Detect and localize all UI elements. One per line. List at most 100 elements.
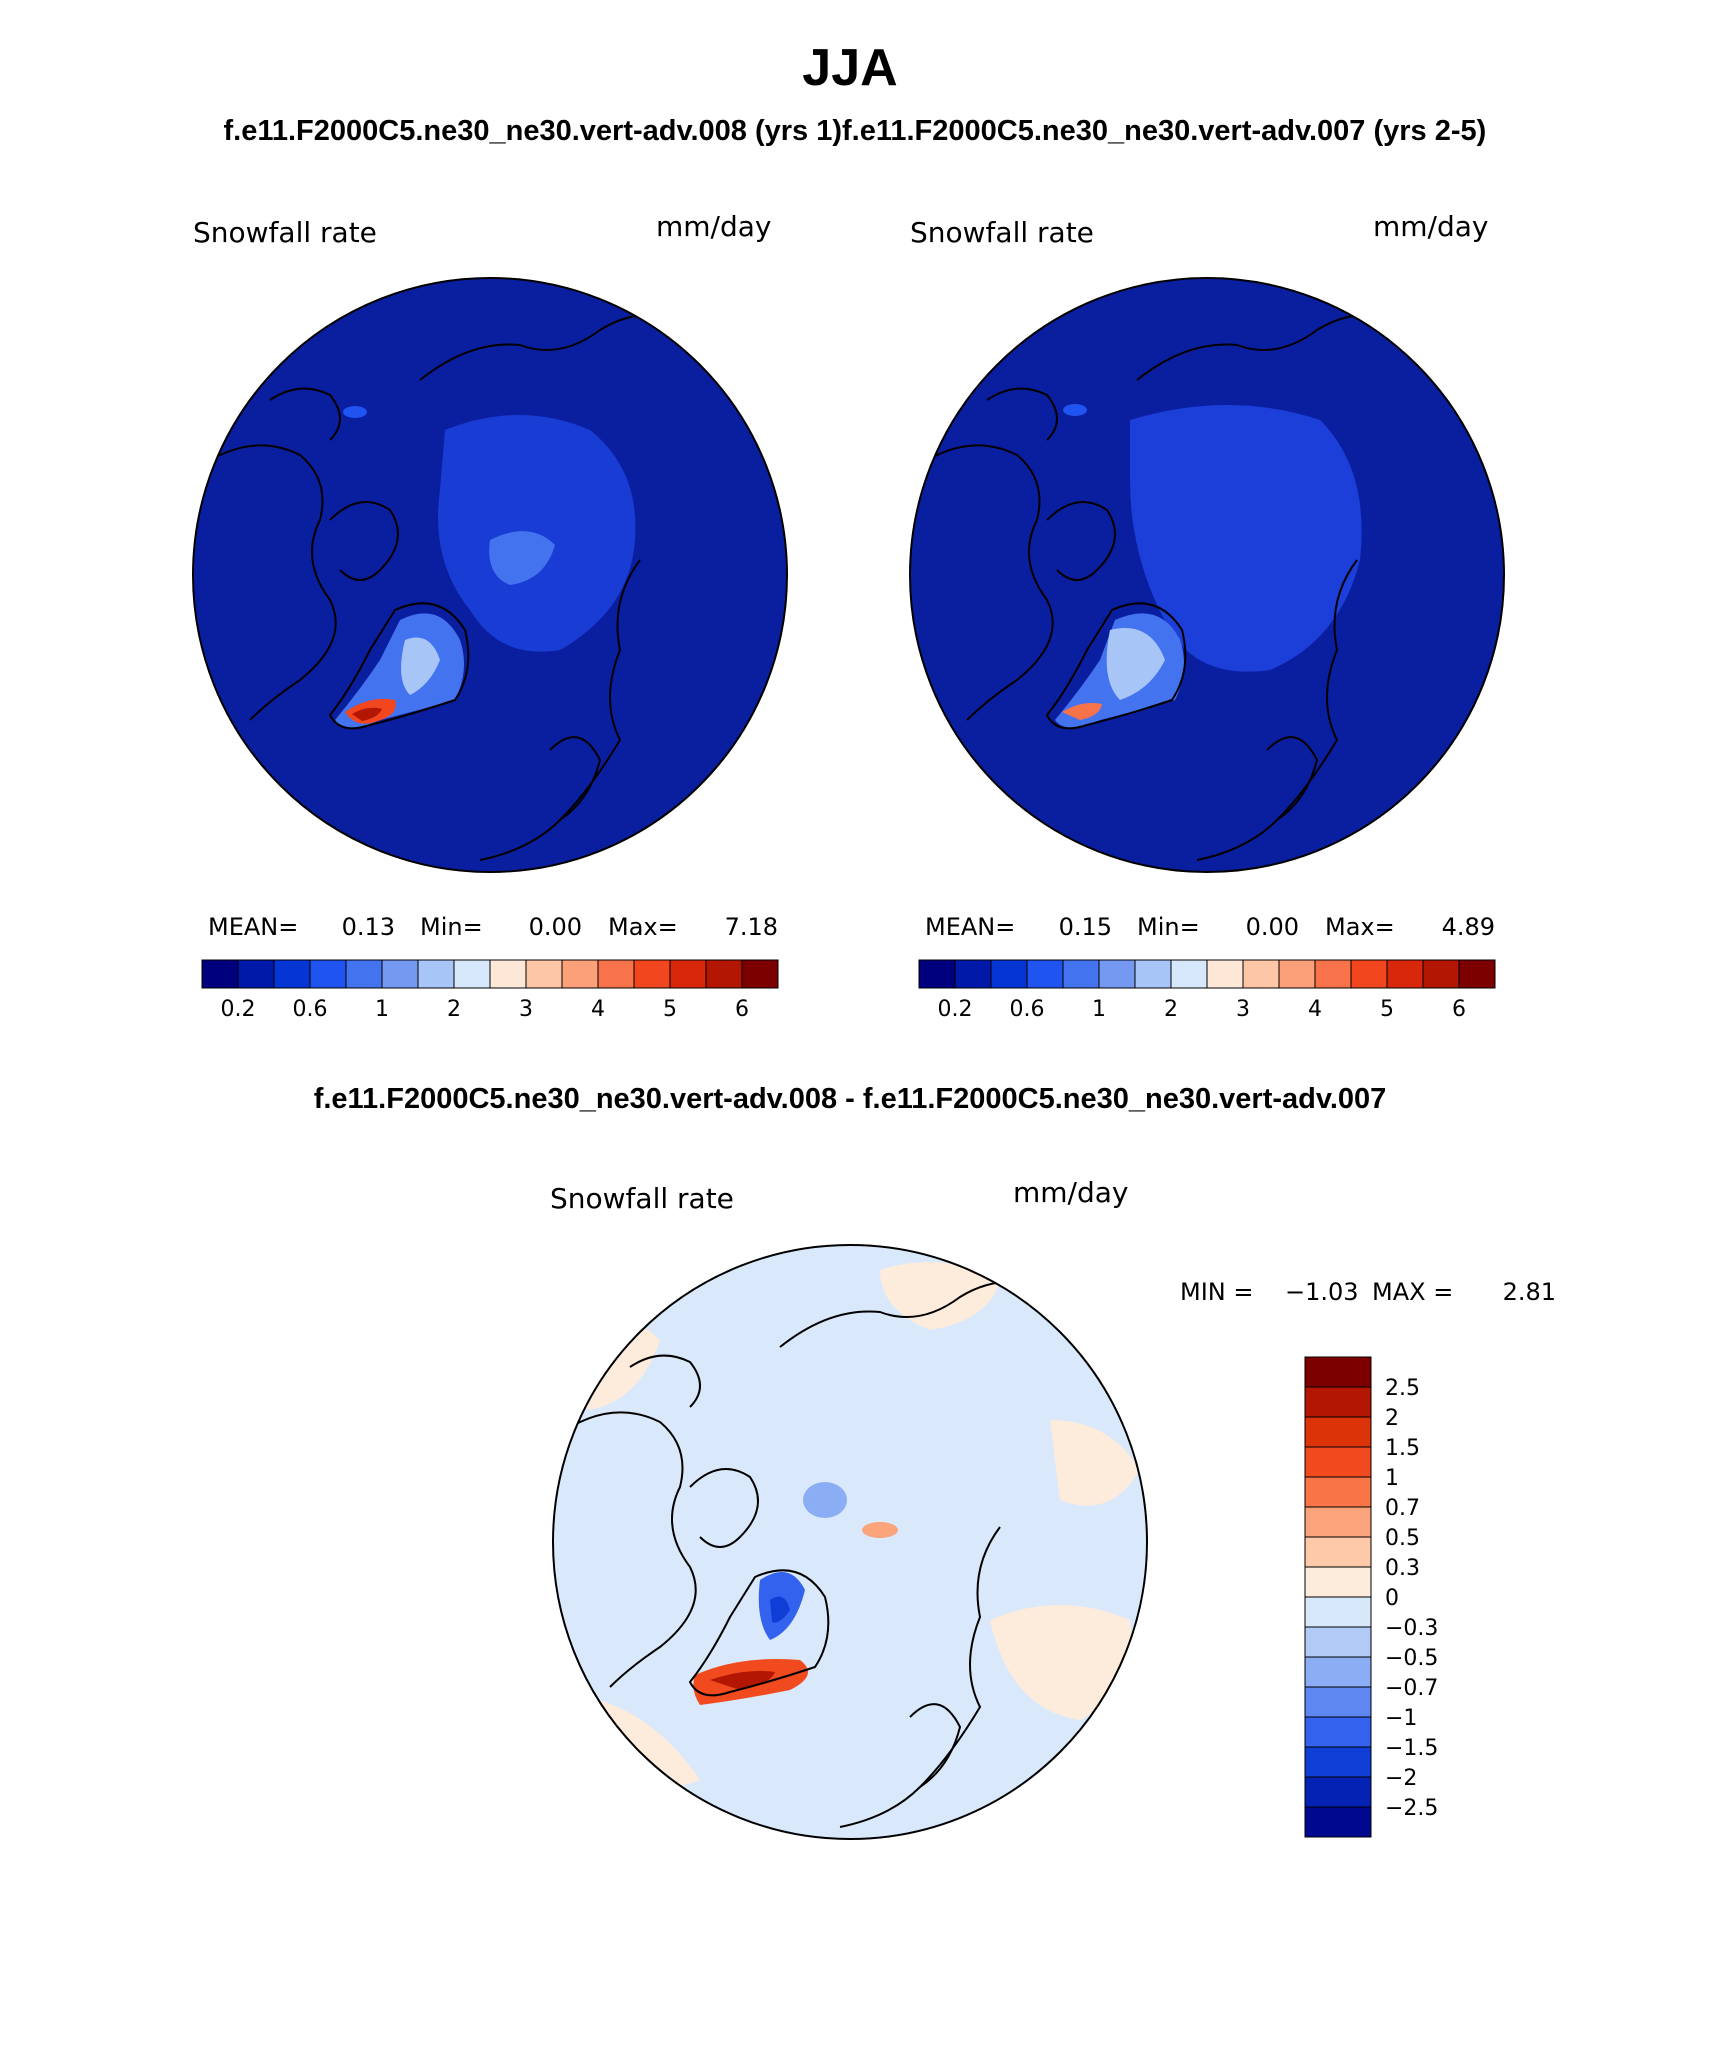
colorbar-tick-label: 0 [1385, 1586, 1399, 1611]
colorbar-tick-label: −1 [1385, 1706, 1417, 1731]
panel-right-units: mm/day [1373, 210, 1489, 243]
colorbar-swatch [1304, 1386, 1372, 1418]
colorbar-tick-label: 1 [1092, 997, 1106, 1022]
panel-right-map [910, 278, 1504, 872]
panel-left-mean-label: MEAN= [208, 913, 298, 941]
caption-right-run: f.e11.F2000C5.ne30_ne30.vert-adv.007 (yr… [842, 115, 1486, 147]
colorbar-tick-label: 5 [663, 997, 677, 1022]
colorbar-tick-label: 5 [1380, 997, 1394, 1022]
colorbar-swatch [1314, 959, 1352, 989]
colorbar-tick-label: 6 [1452, 997, 1466, 1022]
panel-right-min-value: 0.00 [1246, 913, 1299, 941]
panel-right-variable-label: Snowfall rate [910, 216, 1094, 249]
panel-left-mean-value: 0.13 [342, 913, 395, 941]
colorbar-swatch [1304, 1806, 1372, 1838]
panel-diff-map-border [552, 1244, 1148, 1840]
colorbar-swatch [561, 959, 599, 989]
colorbar-swatch [1304, 1686, 1372, 1718]
colorbar-tick-label: −2 [1385, 1766, 1417, 1791]
colorbar-swatch [1304, 1656, 1372, 1688]
panel-left-arctic-blob [438, 415, 636, 652]
colorbar-swatch [1304, 1596, 1372, 1628]
panel-diff-coast-archipelago [689, 1468, 759, 1548]
panel-right-coast-archipelago [1046, 501, 1116, 581]
panel-left-coast-canada [194, 444, 337, 721]
colorbar-swatch [1422, 959, 1460, 989]
panel-diff-max-value: 2.81 [1503, 1278, 1556, 1306]
colorbar-tick-label: 6 [735, 997, 749, 1022]
colorbar-swatch [1304, 1776, 1372, 1808]
panel-diff-colorbar: 2.5 2 1.5 1 0.7 0.5 0.3 0 −0.3 −0.5 −0.7 −1 −1.5 −2 −2… [1304, 1356, 1438, 1838]
panel-diff-map [553, 1245, 1147, 1839]
panel-diff-coast-canada [554, 1411, 697, 1688]
panel-left: Snowfall rate mm/day MEAN= 0.13 Min= 0.0… [192, 210, 788, 1022]
panel-diff-min-value: −1.03 [1285, 1278, 1359, 1306]
panel-diff-max-label: MAX = [1372, 1278, 1453, 1306]
colorbar-swatch [1350, 959, 1388, 989]
panel-left-coast-alaska [269, 387, 341, 441]
panel-left-min-value: 0.00 [529, 913, 582, 941]
panel-left-greenland [335, 613, 464, 728]
colorbar-tick-label: 2 [1385, 1406, 1399, 1431]
panel-diff: Snowfall rate mm/day MIN = −1.03 M [550, 1176, 1556, 1840]
panel-right: Snowfall rate mm/day MEAN= 0.15 Min= 0.0… [909, 210, 1505, 1022]
panel-diff-greenland-positive-core [710, 1671, 775, 1690]
colorbar-swatch [1134, 959, 1172, 989]
figure-title: JJA [802, 39, 897, 97]
panel-diff-positive-patch-2 [990, 1605, 1132, 1720]
colorbar-swatch [525, 959, 563, 989]
panel-right-coast-canada [911, 444, 1054, 721]
colorbar-swatch [705, 959, 743, 989]
colorbar-tick-label: 0.5 [1385, 1526, 1420, 1551]
colorbar-swatch [309, 959, 347, 989]
colorbar-swatch [1278, 959, 1316, 989]
panel-diff-positive-cell-1 [862, 1522, 898, 1538]
colorbar-swatch [1386, 959, 1424, 989]
colorbar-swatch [345, 959, 383, 989]
panel-right-max-label: Max= [1325, 913, 1395, 941]
colorbar-swatch [1062, 959, 1100, 989]
colorbar-swatch [1304, 1626, 1372, 1658]
panel-right-min-label: Min= [1137, 913, 1200, 941]
panel-left-colorbar: 0.2 0.6 1 2 3 4 5 6 [201, 959, 779, 1022]
panel-left-map [193, 278, 787, 872]
colorbar-swatch [1304, 1446, 1372, 1478]
colorbar-swatch [1304, 1536, 1372, 1568]
colorbar-tick-label: 1 [375, 997, 389, 1022]
colorbar-swatch [954, 959, 992, 989]
colorbar-swatch [990, 959, 1028, 989]
caption-left-run: f.e11.F2000C5.ne30_ne30.vert-adv.008 (yr… [223, 115, 842, 147]
panel-diff-units: mm/day [1013, 1176, 1129, 1209]
colorbar-swatch [597, 959, 635, 989]
colorbar-swatch [1170, 959, 1208, 989]
colorbar-swatch [273, 959, 311, 989]
panel-left-arctic-core [489, 531, 555, 585]
panel-diff-positive-patch-5 [1050, 1420, 1140, 1506]
panel-left-small-cell [343, 406, 367, 418]
colorbar-swatch [489, 959, 527, 989]
colorbar-tick-label: 3 [519, 997, 533, 1022]
colorbar-tick-label: 0.2 [221, 997, 256, 1022]
colorbar-swatch [237, 959, 275, 989]
colorbar-swatch [633, 959, 671, 989]
panel-diff-greenland-negative-inner [770, 1596, 790, 1623]
colorbar-swatch [1026, 959, 1064, 989]
panel-right-coast-alaska [986, 387, 1058, 441]
panel-diff-coast-alaska [629, 1354, 701, 1408]
panel-diff-positive-patch-3 [880, 1262, 1000, 1330]
panel-right-coast-eurasia [1196, 559, 1358, 861]
colorbar-swatch [201, 959, 239, 989]
panel-right-coast-greenland [1045, 602, 1187, 730]
colorbar-tick-label: 0.6 [1010, 997, 1045, 1022]
colorbar-tick-label: 1.5 [1385, 1436, 1420, 1461]
colorbar-tick-label: 0.6 [293, 997, 328, 1022]
panel-left-min-label: Min= [420, 913, 483, 941]
colorbar-swatch [1206, 959, 1244, 989]
colorbar-swatch [1304, 1356, 1372, 1388]
panel-diff-variable-label: Snowfall rate [550, 1182, 734, 1215]
colorbar-swatch [1304, 1476, 1372, 1508]
panel-left-max-label: Max= [608, 913, 678, 941]
colorbar-swatch [918, 959, 956, 989]
colorbar-tick-label: 0.7 [1385, 1496, 1420, 1521]
